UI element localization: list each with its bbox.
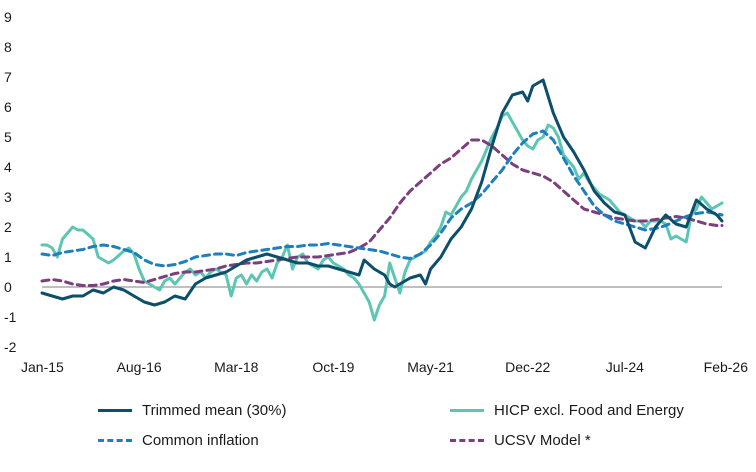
legend-label-common-inflation: Common inflation — [142, 432, 259, 449]
x-tick-label: Aug-16 — [117, 359, 162, 375]
y-tick-label: 8 — [4, 39, 12, 55]
legend: Trimmed mean (30%) HICP excl. Food and E… — [0, 396, 756, 466]
series-line-common-inflation — [40, 129, 724, 268]
legend-item-ucsv-model: UCSV Model * — [450, 432, 591, 449]
x-tick-label: Jan-15 — [21, 359, 64, 375]
x-tick-label: Jul-24 — [606, 359, 644, 375]
legend-item-common-inflation: Common inflation — [98, 432, 259, 449]
x-axis-ticks: Jan-15 Aug-16 Mar-18 Oct-19 May-21 Dec-22 Jul-… — [21, 359, 748, 375]
legend-label-ucsv-model: UCSV Model * — [494, 432, 591, 449]
legend-label-hicp-excl: HICP excl. Food and Energy — [494, 402, 684, 419]
y-tick-label: 1 — [4, 249, 12, 265]
series-line-hicp-excl-food-and-energy — [40, 111, 724, 322]
series-line-ucsv-model — [40, 138, 724, 287]
y-tick-label: 0 — [4, 279, 12, 295]
y-tick-label: 2 — [4, 219, 12, 235]
x-tick-label: Feb-26 — [704, 359, 749, 375]
x-tick-label: Dec-22 — [505, 359, 550, 375]
series-line-trimmed-mean-30 — [40, 78, 724, 307]
legend-swatch-hicp-excl — [450, 409, 484, 412]
legend-swatch-ucsv-model — [450, 439, 484, 442]
y-tick-label: 9 — [4, 9, 12, 25]
y-tick-label: -1 — [4, 309, 17, 325]
series-lines — [40, 78, 724, 322]
y-tick-label: 5 — [4, 129, 12, 145]
x-tick-label: May-21 — [407, 359, 454, 375]
legend-label-trimmed-mean: Trimmed mean (30%) — [142, 402, 287, 419]
y-tick-label: -2 — [4, 339, 17, 355]
y-tick-label: 6 — [4, 99, 12, 115]
legend-item-trimmed-mean: Trimmed mean (30%) — [98, 402, 286, 419]
line-chart: -2 -1 0 1 2 3 4 5 6 7 8 9 Jan-15 Aug-16 Mar-18 Oct-19 M… — [4, 9, 748, 375]
y-tick-label: 7 — [4, 69, 12, 85]
y-tick-label: 4 — [4, 159, 12, 175]
y-tick-label: 3 — [4, 189, 12, 205]
y-axis-ticks: -2 -1 0 1 2 3 4 5 6 7 8 9 — [4, 9, 17, 355]
x-tick-label: Oct-19 — [312, 359, 354, 375]
legend-swatch-common-inflation — [98, 439, 132, 442]
legend-swatch-trimmed-mean — [98, 409, 132, 412]
legend-item-hicp-excl: HICP excl. Food and Energy — [450, 402, 684, 419]
x-tick-label: Mar-18 — [214, 359, 259, 375]
